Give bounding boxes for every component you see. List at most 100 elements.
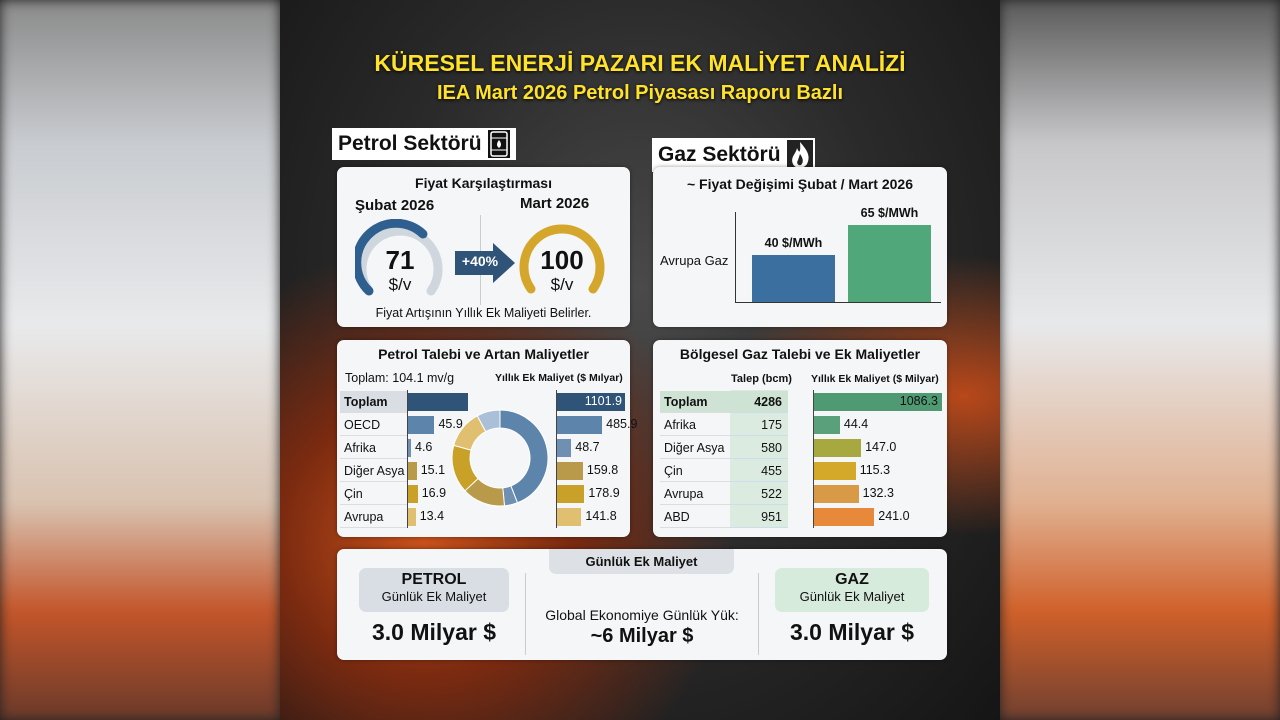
demand-value: 455 <box>730 460 788 482</box>
demand-value: 580 <box>730 437 788 459</box>
cost-value: 485.9 <box>606 417 638 431</box>
price-comparison-card: Fiyat Karşılaştırması Şubat 2026 Mart 20… <box>337 167 630 327</box>
demand-value: 15.1 <box>420 463 446 477</box>
card-title: ~ Fiyat Değişimi Şubat / Mart 2026 <box>686 176 914 192</box>
region-name: Diğer Asya <box>340 460 407 482</box>
cost-bar <box>557 416 603 434</box>
cost-bar <box>814 508 875 526</box>
table-row: Toplam 4286 1086.3 <box>660 391 945 413</box>
cost-bar <box>814 393 942 411</box>
petrol-section-header: Petrol Sektörü <box>332 128 516 160</box>
daily-header: Günlük Ek Maliyet <box>549 549 734 574</box>
region-name: Afrika <box>340 437 407 459</box>
cost-value: 147.0 <box>865 440 897 454</box>
cost-value: 132.3 <box>862 486 894 500</box>
cost-bar <box>557 439 572 457</box>
donut-segment <box>476 409 501 433</box>
table-row: ABD 951 241.0 <box>660 506 945 528</box>
blurred-background-left <box>0 0 280 720</box>
demand-header: Talep (bcm) <box>731 373 792 385</box>
card-title: Fiyat Karşılaştırması <box>415 175 552 191</box>
table-row: Avrupa 522 132.3 <box>660 483 945 505</box>
demand-bar <box>408 508 416 526</box>
gas-price-label: 65 $/MWh <box>860 206 919 221</box>
table-row: Toplam 1101.9 <box>340 391 627 413</box>
feb-label: Şubat 2026 <box>355 197 435 214</box>
cost-bar <box>557 508 582 526</box>
cost-bar <box>557 485 585 503</box>
gas-section-label: Gaz Sektörü <box>658 143 781 166</box>
oil-demand-card: Petrol Talebi ve Artan Maliyetler Toplam… <box>337 340 637 537</box>
table-row: OECD 45.9 485.9 <box>340 414 637 436</box>
demand-value: 13.4 <box>419 509 445 523</box>
cost-value: 1101.9 <box>584 394 622 408</box>
cost-bar <box>557 393 625 411</box>
region-name: ABD <box>660 506 730 528</box>
region-name: Avrupa <box>340 506 407 528</box>
demand-value: 4286 <box>730 391 788 413</box>
table-row: Çin 16.9 178.9 <box>340 483 627 505</box>
demand-value: 175 <box>730 414 788 436</box>
demand-value: 951 <box>730 506 788 528</box>
table-row: Diğer Asya 15.1 159.8 <box>340 460 627 482</box>
total-demand-label: Toplam: 104.1 mv/g <box>345 371 455 385</box>
card-title: Bölgesel Gaz Talebi ve Ek Maliyetler <box>679 346 921 362</box>
table-row: Afrika 4.6 48.7 <box>340 437 627 459</box>
feb-price: 71 <box>385 245 415 275</box>
region-name: Diğer Asya <box>660 437 730 459</box>
cost-bar <box>814 439 862 457</box>
gas-sub: Günlük Ek Maliyet <box>799 589 905 604</box>
donut-segment <box>499 409 549 504</box>
cost-value: 159.8 <box>586 463 619 477</box>
x-axis <box>735 302 941 303</box>
region-name: Afrika <box>660 414 730 436</box>
flame-icon <box>786 140 813 170</box>
mar-label: Mart 2026 <box>520 195 590 212</box>
petrol-daily-value: 3.0 Milyar $ <box>371 619 497 645</box>
increase-arrow <box>455 243 515 283</box>
blurred-background-right <box>1000 0 1280 720</box>
petrol-title: PETROL <box>401 571 467 588</box>
demand-bar <box>408 393 468 411</box>
cost-value: 241.0 <box>878 509 910 523</box>
card-title: Petrol Talebi ve Artan Maliyetler <box>378 346 589 362</box>
cost-value: 44.4 <box>843 417 869 431</box>
feb-gauge <box>355 219 443 296</box>
gas-price-label: 40 $/MWh <box>764 235 823 250</box>
demand-column <box>730 390 788 528</box>
table-row: Avrupa 13.4 141.8 <box>340 506 627 528</box>
region-name: Toplam <box>660 391 730 413</box>
divider <box>758 573 759 655</box>
demand-bar <box>408 439 411 457</box>
cost-bar <box>814 416 840 434</box>
axis <box>813 390 814 528</box>
demand-value: 4.6 <box>415 440 433 454</box>
cost-bar <box>814 462 856 480</box>
oil-barrel-icon <box>487 130 510 158</box>
gas-daily-value: 3.0 Milyar $ <box>789 619 915 645</box>
cost-header: Yıllık Ek Maliyet ($ Mılyar) <box>495 372 623 384</box>
cost-bar <box>814 485 859 503</box>
global-value: ~6 Milyar $ <box>590 625 694 647</box>
y-axis <box>735 212 736 303</box>
region-name: Toplam <box>340 391 407 413</box>
main-title: KÜRESEL ENERJİ PAZARI EK MALİYET ANALİZİ <box>374 50 906 76</box>
divider <box>525 573 526 655</box>
category-label: Avrupa Gaz <box>660 253 729 268</box>
price-note: Fiyat Artışının Yıllık Ek Maliyeti Belir… <box>375 306 592 320</box>
daily-cost-card: Günlük Ek Maliyet PETROL Günlük Ek Maliy… <box>337 549 947 660</box>
change-percent: +40% <box>461 253 499 269</box>
demand-value: 45.9 <box>438 417 463 431</box>
cost-value: 48.7 <box>575 440 600 454</box>
mar-price: 100 <box>540 245 584 275</box>
table-row: Çin 455 115.3 <box>660 460 945 482</box>
region-name: OECD <box>340 414 407 436</box>
gas-badge: GAZ Günlük Ek Maliyet <box>775 568 929 612</box>
demand-value: 16.9 <box>421 486 447 500</box>
axis <box>556 390 557 528</box>
cost-value: 115.3 <box>859 463 891 477</box>
feb-unit: $/v <box>388 275 412 294</box>
region-name: Çin <box>340 483 407 505</box>
mar-gauge <box>519 224 605 294</box>
gas-price-bar <box>848 225 931 302</box>
